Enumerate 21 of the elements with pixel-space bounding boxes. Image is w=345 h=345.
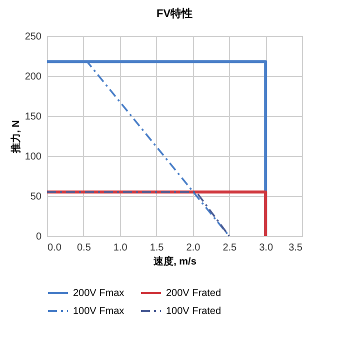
x-tick-label: 0.5 <box>76 242 92 254</box>
chart-title: FV特性 <box>156 7 193 20</box>
x-tick-label: 2.5 <box>222 242 238 254</box>
y-tick-label: 150 <box>24 112 42 122</box>
y-tick-label: 50 <box>30 192 42 202</box>
y-tick-label: 0 <box>36 232 42 242</box>
y-axis-title: 推力, N <box>10 120 22 154</box>
x-tick-label: 3.0 <box>259 242 274 254</box>
legend-label: 200V Frated <box>166 288 222 299</box>
y-tick-label: 250 <box>24 32 42 42</box>
legend-label: 100V Frated <box>166 306 222 317</box>
legend-label: 100V Fmax <box>73 306 124 317</box>
x-axis-title: 速度, m/s <box>152 256 197 268</box>
y-tick-label: 100 <box>24 152 42 162</box>
x-tick-label: 2.0 <box>186 242 201 254</box>
x-tick-label: 1.5 <box>150 242 164 254</box>
x-tick-label: 1.0 <box>113 242 128 254</box>
x-tick-label: 0.0 <box>48 242 62 254</box>
y-tick-label: 200 <box>24 72 42 82</box>
legend-label: 200V Fmax <box>73 288 124 299</box>
x-tick-label: 3.5 <box>288 242 303 254</box>
